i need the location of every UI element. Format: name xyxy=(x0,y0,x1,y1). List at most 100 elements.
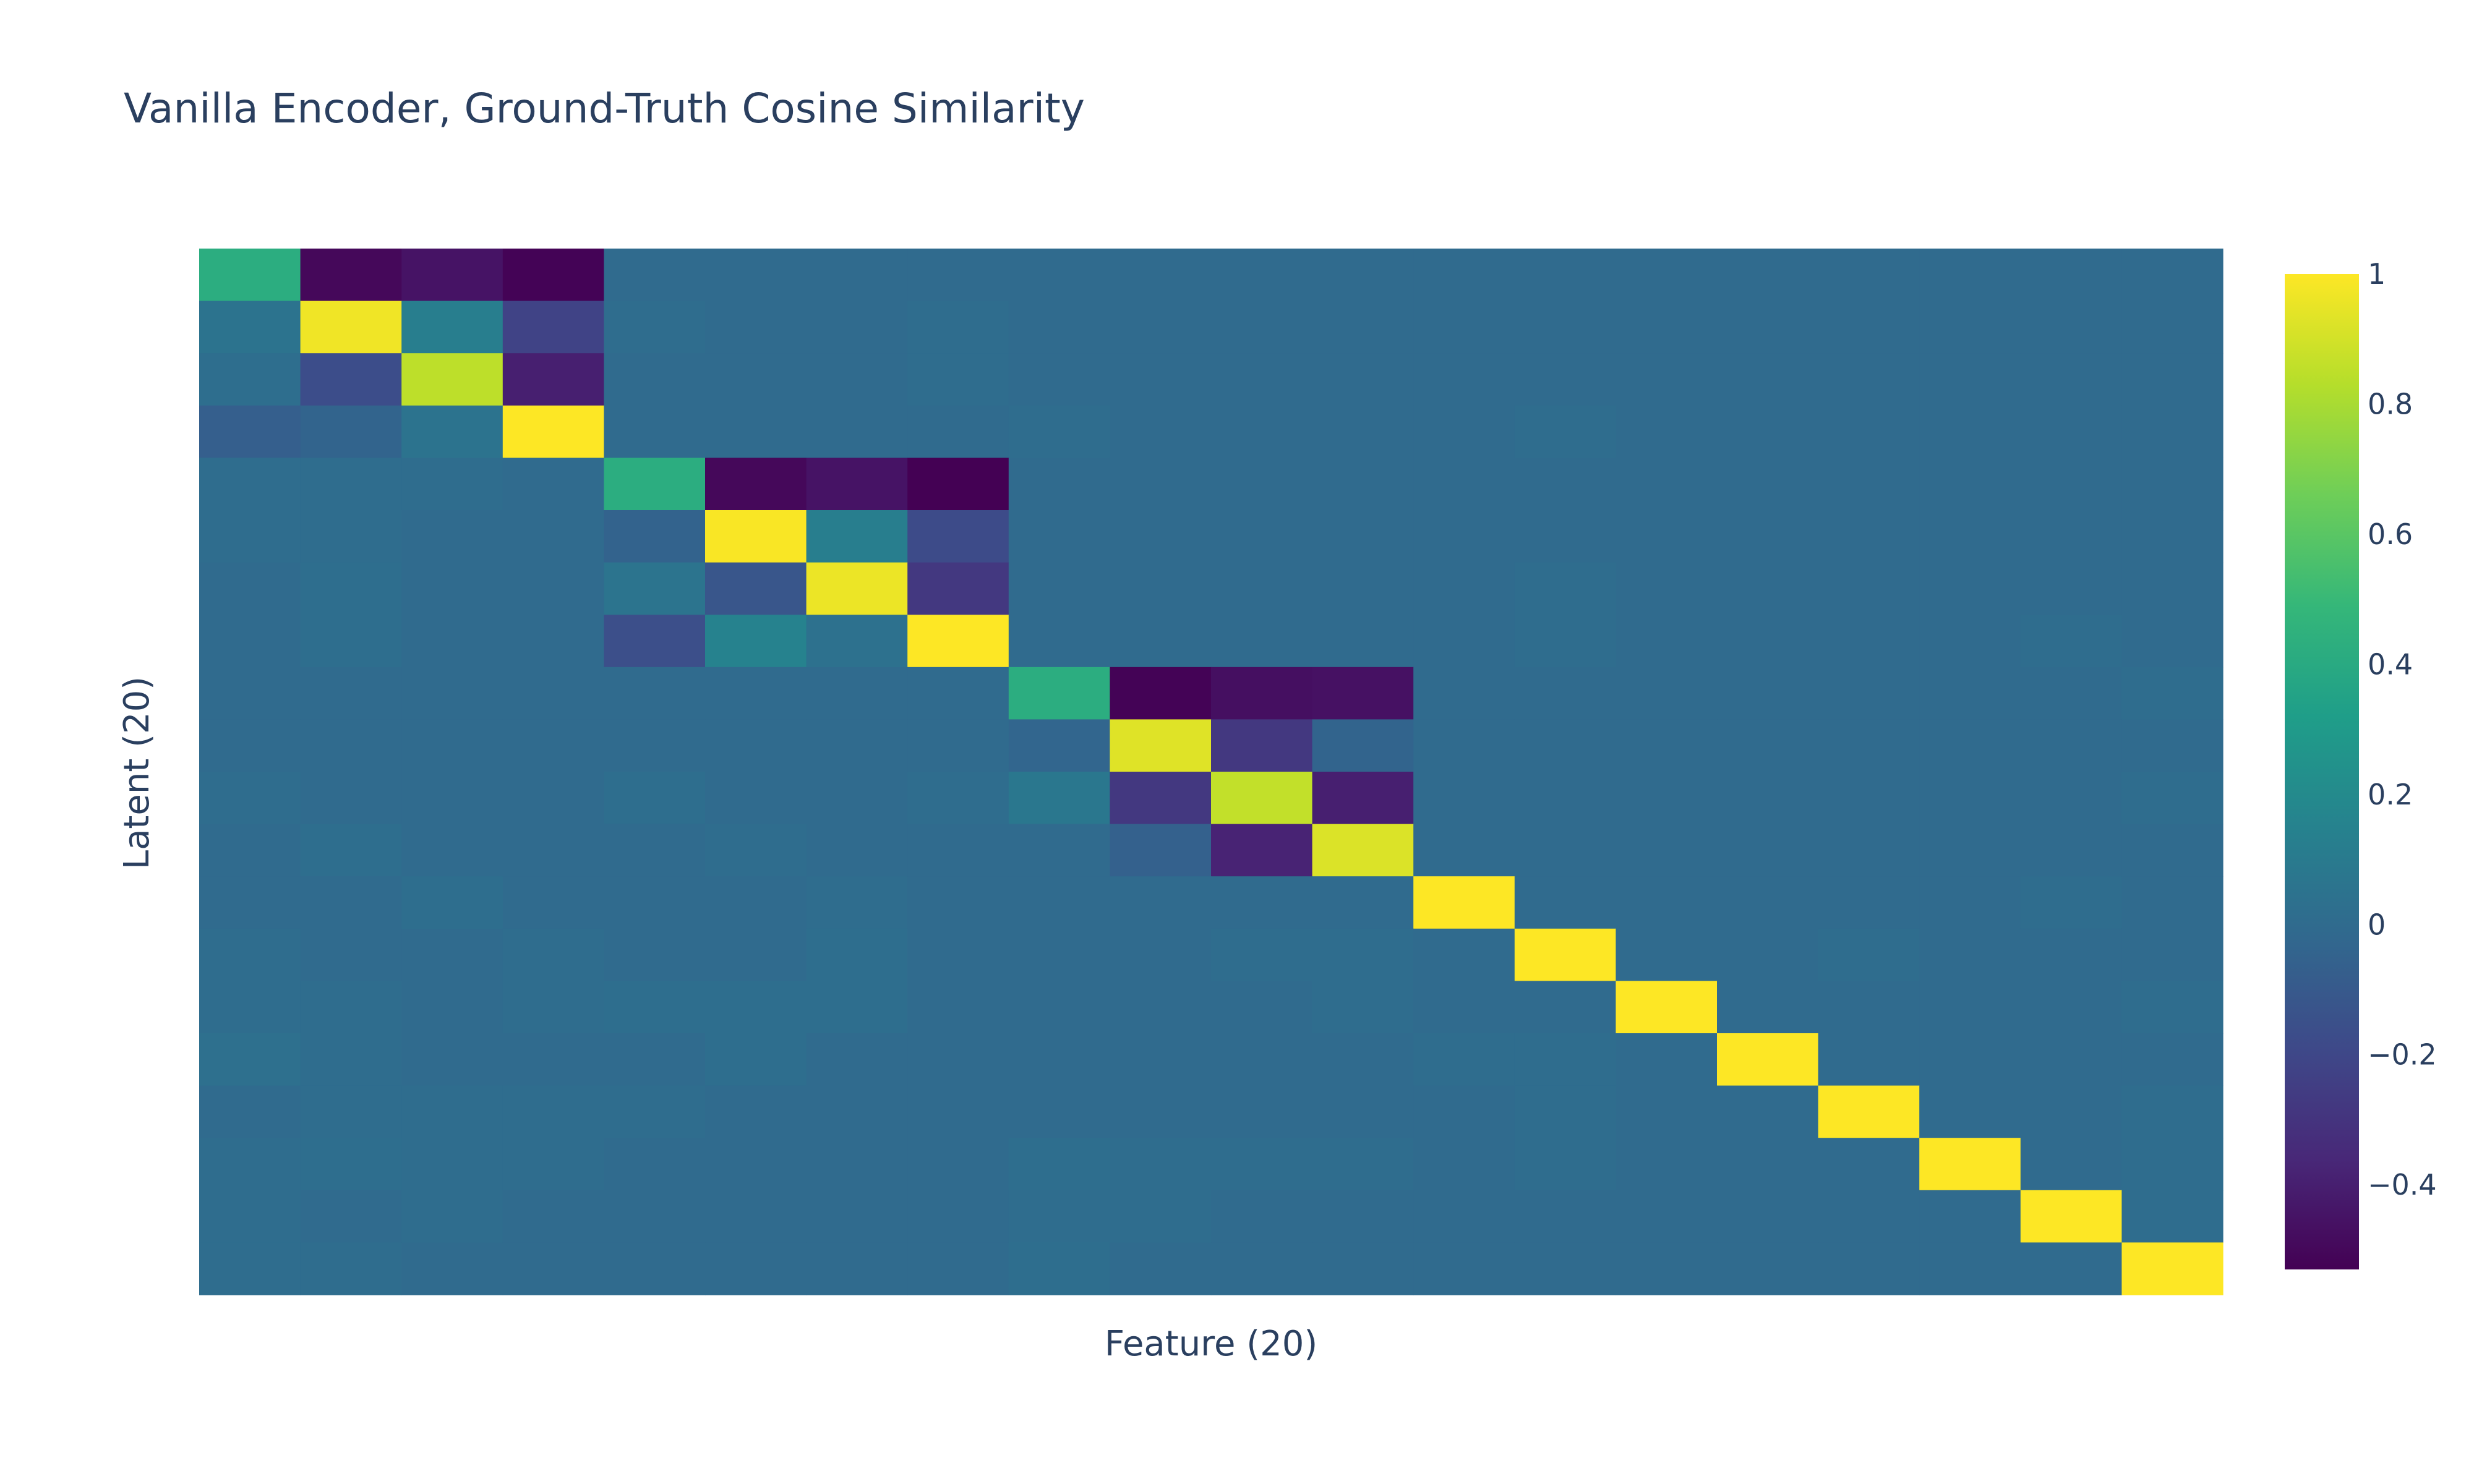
colorbar-tick-label: −0.2 xyxy=(2368,1038,2437,1072)
heatmap-cell xyxy=(1818,1033,1920,1086)
heatmap-cell xyxy=(1514,667,1616,720)
heatmap-cell xyxy=(2121,458,2224,511)
heatmap-cell xyxy=(502,458,604,511)
heatmap-cell xyxy=(1413,772,1515,825)
heatmap-cell xyxy=(300,1242,402,1295)
heatmap-cell xyxy=(1616,1138,1718,1191)
heatmap-cell xyxy=(502,353,604,406)
heatmap-cell xyxy=(705,667,807,720)
heatmap-cell xyxy=(705,615,807,668)
heatmap-cell xyxy=(1717,510,1819,563)
heatmap-cell xyxy=(2020,928,2122,981)
heatmap-cell xyxy=(1008,1242,1110,1295)
heatmap-cell xyxy=(1919,405,2021,458)
heatmap-cell xyxy=(2020,249,2122,302)
heatmap-cell xyxy=(1110,353,1212,406)
heatmap-cell xyxy=(1211,981,1313,1034)
heatmap-cell xyxy=(300,981,402,1034)
heatmap-cell xyxy=(604,667,706,720)
heatmap-cell xyxy=(1717,772,1819,825)
heatmap-cell xyxy=(1211,824,1313,877)
heatmap-cell xyxy=(907,1190,1009,1243)
heatmap-cell xyxy=(1312,1242,1414,1295)
heatmap-cell xyxy=(502,1242,604,1295)
heatmap-cell xyxy=(199,1242,301,1295)
heatmap-cell xyxy=(401,772,503,825)
heatmap-cell xyxy=(1514,353,1616,406)
heatmap-cell xyxy=(401,928,503,981)
heatmap-cell xyxy=(502,510,604,563)
heatmap-cell xyxy=(199,719,301,772)
heatmap-cell xyxy=(401,719,503,772)
colorbar-tick-label: 0.6 xyxy=(2368,518,2413,551)
heatmap-cell xyxy=(1110,1033,1212,1086)
heatmap-cell xyxy=(1312,1138,1414,1191)
heatmap-cell xyxy=(1312,928,1414,981)
heatmap-cell xyxy=(604,249,706,302)
colorbar-tick-label: 0 xyxy=(2368,908,2386,941)
heatmap-cell xyxy=(502,1033,604,1086)
heatmap-cell xyxy=(502,981,604,1034)
heatmap-cell xyxy=(1413,981,1515,1034)
heatmap-cell xyxy=(705,249,807,302)
heatmap-cell xyxy=(604,824,706,877)
heatmap-cell xyxy=(1008,1085,1110,1138)
chart-title: Vanilla Encoder, Ground-Truth Cosine Sim… xyxy=(124,85,1085,132)
heatmap-cell xyxy=(1413,719,1515,772)
heatmap-cell xyxy=(300,772,402,825)
heatmap-cell xyxy=(300,1138,402,1191)
heatmap-cell xyxy=(502,928,604,981)
heatmap-cell xyxy=(806,510,908,563)
heatmap-cell xyxy=(1008,405,1110,458)
heatmap-cell xyxy=(1211,772,1313,825)
heatmap-cell xyxy=(199,562,301,615)
heatmap-cell xyxy=(2020,667,2122,720)
heatmap-cell xyxy=(806,1033,908,1086)
heatmap-cell xyxy=(502,301,604,354)
heatmap-cell xyxy=(2121,615,2224,668)
heatmap-cell xyxy=(401,615,503,668)
heatmap-cell xyxy=(2020,562,2122,615)
heatmap-cell xyxy=(2121,667,2224,720)
heatmap-cell xyxy=(1008,981,1110,1034)
heatmap-cell xyxy=(1110,249,1212,302)
heatmap-cell xyxy=(1717,405,1819,458)
heatmap-cell xyxy=(1717,615,1819,668)
heatmap-cell xyxy=(401,1085,503,1138)
heatmap-cell xyxy=(1616,1190,1718,1243)
heatmap-cell xyxy=(1514,876,1616,929)
heatmap-cell xyxy=(1312,615,1414,668)
heatmap-cell xyxy=(1717,562,1819,615)
heatmap-cell xyxy=(502,615,604,668)
heatmap-cell xyxy=(1312,772,1414,825)
heatmap-cell xyxy=(401,301,503,354)
heatmap-cell xyxy=(1008,1033,1110,1086)
heatmap-cell xyxy=(705,301,807,354)
heatmap-cell xyxy=(1919,458,2021,511)
heatmap-cell xyxy=(2020,981,2122,1034)
heatmap-cell xyxy=(806,249,908,302)
heatmap-cell xyxy=(806,719,908,772)
heatmap-cell xyxy=(199,981,301,1034)
heatmap-cell xyxy=(1616,772,1718,825)
heatmap-cell xyxy=(1413,1138,1515,1191)
heatmap-cell xyxy=(300,876,402,929)
heatmap-cell xyxy=(1717,249,1819,302)
heatmap-cell xyxy=(1919,667,2021,720)
heatmap-cell xyxy=(1413,562,1515,615)
heatmap-cell xyxy=(199,667,301,720)
heatmap-cell xyxy=(1413,510,1515,563)
colorbar-tick-label: 1 xyxy=(2368,257,2386,291)
colorbar-tick-label: 0.4 xyxy=(2368,647,2413,681)
heatmap-cell xyxy=(1312,249,1414,302)
heatmap-cell xyxy=(1717,1033,1819,1086)
heatmap-cell xyxy=(1413,667,1515,720)
heatmap-cell xyxy=(907,615,1009,668)
heatmap-cell xyxy=(1211,562,1313,615)
heatmap-cell xyxy=(1818,772,1920,825)
heatmap-cell xyxy=(1110,1242,1212,1295)
heatmap-cell xyxy=(1008,876,1110,929)
heatmap-cell xyxy=(705,458,807,511)
heatmap-cell xyxy=(1008,301,1110,354)
heatmap-cell xyxy=(2121,981,2224,1034)
